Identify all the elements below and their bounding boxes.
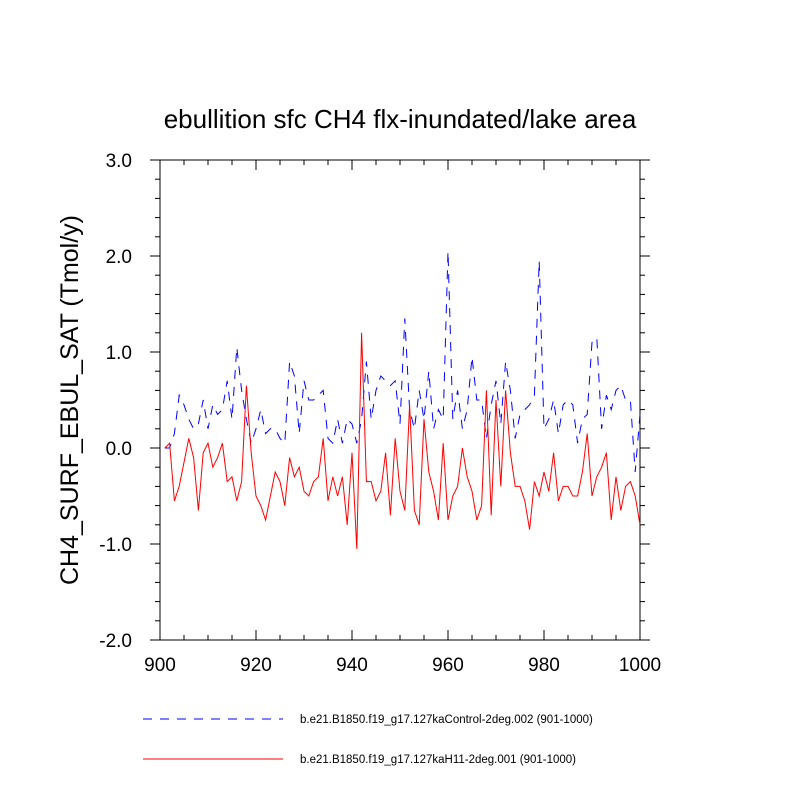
x-tick-label: 1000 bbox=[619, 655, 661, 676]
legend-label-2: b.e21.B1850.f19_g17.127kaH11-2deg.001 (9… bbox=[300, 754, 576, 766]
y-axis-label: CH4_SURF_EBUL_SAT (Tmol/y) bbox=[56, 215, 84, 585]
y-tick-label: 3.0 bbox=[106, 151, 132, 172]
legend-label-1: b.e21.B1850.f19_g17.127kaControl-2deg.00… bbox=[300, 714, 593, 726]
x-tick-label: 900 bbox=[144, 655, 176, 676]
chart-title: ebullition sfc CH4 flx-inundated/lake ar… bbox=[164, 104, 637, 134]
y-tick-label: 1.0 bbox=[106, 343, 132, 364]
x-tick-label: 920 bbox=[240, 655, 272, 676]
x-tick-label: 960 bbox=[432, 655, 464, 676]
legend: b.e21.B1850.f19_g17.127kaControl-2deg.00… bbox=[143, 714, 593, 766]
x-tick-label: 940 bbox=[336, 655, 368, 676]
y-tick-label: -2.0 bbox=[99, 631, 132, 652]
y-tick-label: 2.0 bbox=[106, 247, 132, 268]
y-tick-label: -1.0 bbox=[99, 535, 132, 556]
plot-frame bbox=[159, 159, 641, 641]
series-line-1 bbox=[164, 251, 641, 473]
y-tick-label: 0.0 bbox=[106, 439, 132, 460]
plot-area: 900 920 940 960 980 1000 -2.0 -1.0 0.0 1.0 2.0 3.0 bbox=[99, 151, 661, 676]
series-line-2 bbox=[164, 332, 641, 549]
x-tick-label: 980 bbox=[528, 655, 560, 676]
